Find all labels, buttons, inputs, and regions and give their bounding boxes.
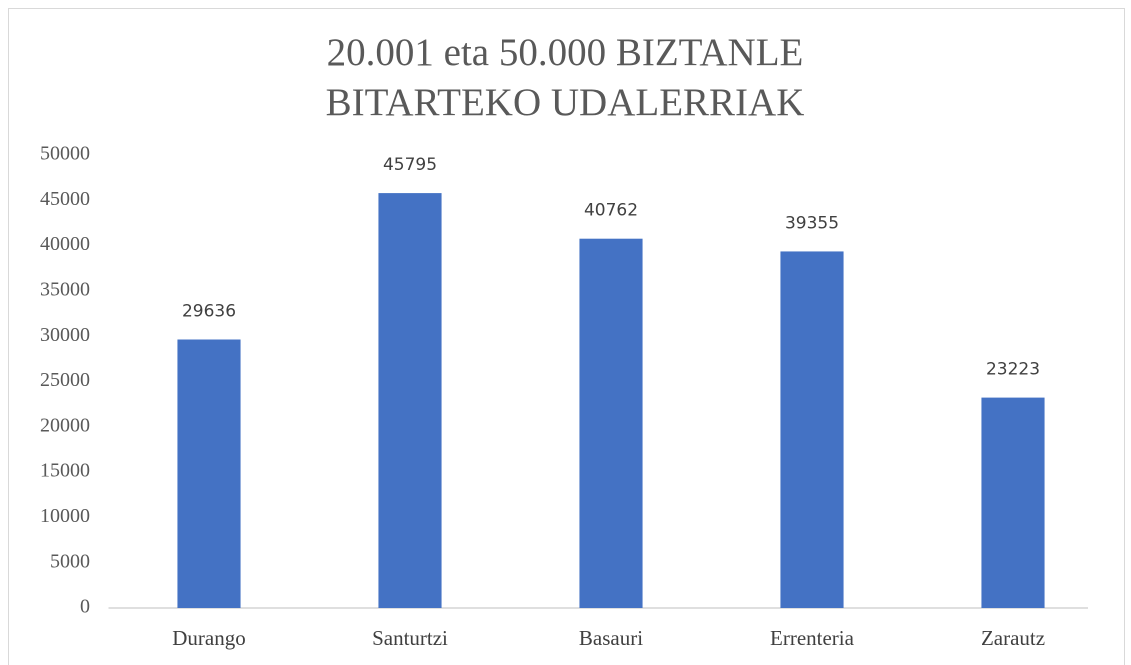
chart-border: [8, 8, 1125, 665]
data-label: 39355: [785, 213, 839, 233]
y-tick-label: 10000: [40, 505, 90, 527]
x-tick-label: Basauri: [579, 626, 643, 650]
data-label: 23223: [986, 360, 1040, 380]
y-tick-label: 25000: [40, 369, 90, 391]
y-tick-label: 20000: [40, 414, 90, 436]
bar: [579, 238, 643, 608]
y-tick-label: 0: [80, 596, 90, 618]
data-label: 29636: [182, 301, 236, 321]
y-tick-label: 5000: [50, 550, 90, 572]
bar: [981, 397, 1045, 608]
y-tick-label: 50000: [40, 143, 90, 165]
chart-title: 20.001 eta 50.000 BIZTANLE BITARTEKO UDA…: [325, 31, 805, 124]
x-tick-label: Zarautz: [981, 626, 1045, 650]
x-tick-label: Santurtzi: [372, 626, 448, 650]
y-tick-label: 35000: [40, 278, 90, 300]
bar: [177, 339, 241, 608]
data-label: 45795: [383, 155, 437, 175]
y-tick-label: 15000: [40, 460, 90, 482]
data-label: 40762: [584, 201, 638, 221]
bar: [780, 251, 844, 608]
x-tick-label: Durango: [172, 626, 245, 650]
y-tick-label: 45000: [40, 188, 90, 210]
bar: [378, 193, 442, 609]
x-tick-label: Errenteria: [770, 626, 855, 650]
y-tick-label: 40000: [40, 233, 90, 255]
y-tick-label: 30000: [40, 324, 90, 346]
